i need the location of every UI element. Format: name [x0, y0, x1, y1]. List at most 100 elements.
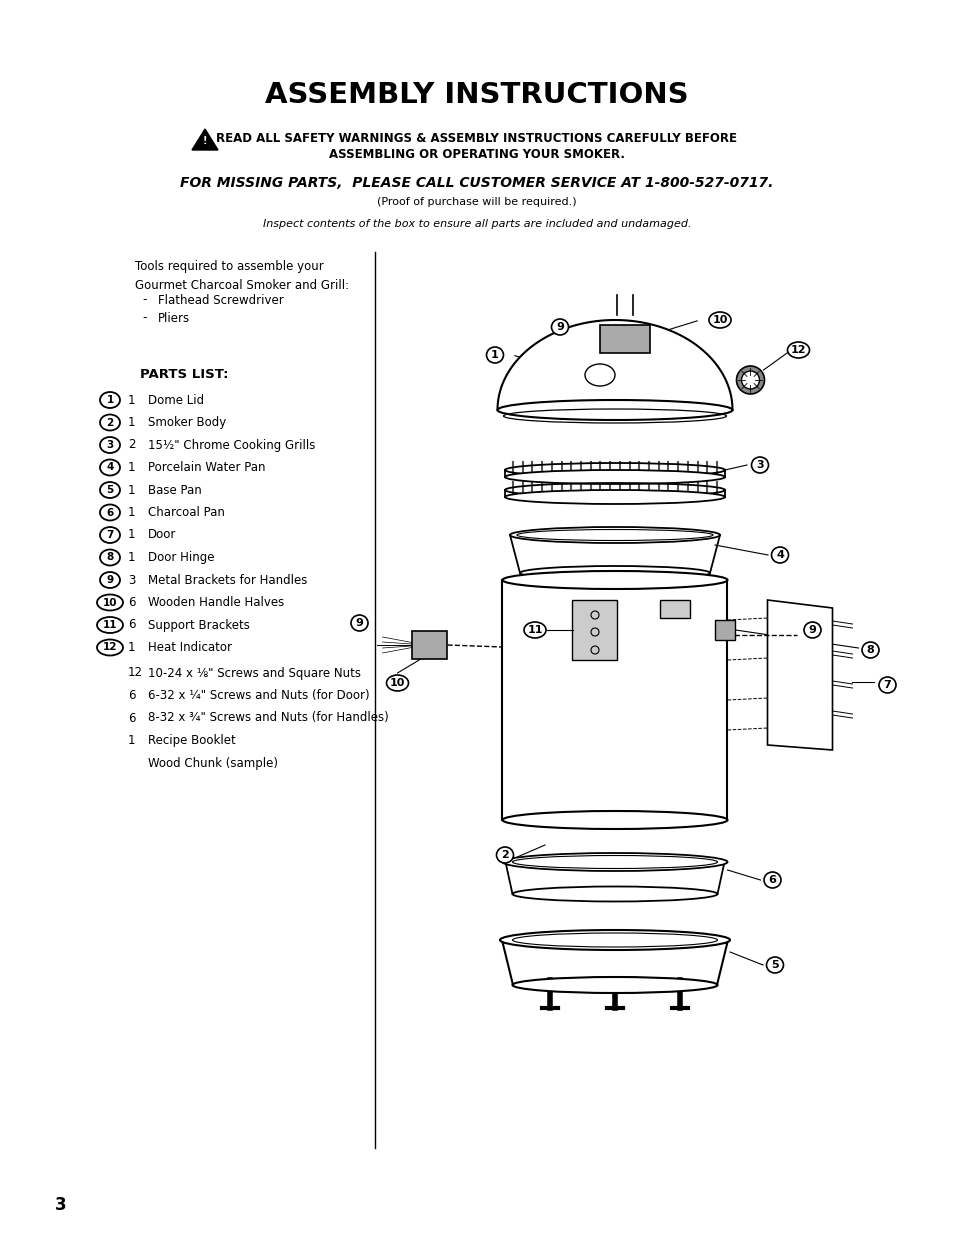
Text: 7: 7	[106, 530, 113, 540]
Ellipse shape	[496, 847, 513, 863]
Bar	[715, 620, 735, 640]
Text: Inspect contents of the box to ensure all parts are included and undamaged.: Inspect contents of the box to ensure al…	[262, 219, 691, 228]
Ellipse shape	[512, 887, 717, 902]
Ellipse shape	[523, 622, 545, 638]
Text: Support Brackets: Support Brackets	[148, 619, 250, 631]
Polygon shape	[192, 128, 218, 149]
Text: 1: 1	[128, 416, 135, 429]
Ellipse shape	[765, 957, 782, 973]
Bar	[502, 580, 727, 820]
Text: Smoker Body: Smoker Body	[148, 416, 226, 429]
Text: 2: 2	[128, 438, 135, 452]
Ellipse shape	[504, 471, 724, 484]
Text: -: -	[142, 311, 147, 325]
Text: 5: 5	[770, 960, 778, 969]
Text: 10: 10	[390, 678, 405, 688]
Polygon shape	[767, 600, 832, 750]
Text: 1: 1	[128, 529, 135, 541]
Text: 2: 2	[500, 850, 508, 860]
Text: (Proof of purchase will be required.): (Proof of purchase will be required.)	[376, 198, 577, 207]
Text: FOR MISSING PARTS,  PLEASE CALL CUSTOMER SERVICE AT 1-800-527-0717.: FOR MISSING PARTS, PLEASE CALL CUSTOMER …	[180, 177, 773, 190]
Text: 9: 9	[808, 625, 816, 635]
Ellipse shape	[862, 642, 878, 658]
Text: 6: 6	[128, 619, 135, 631]
Text: 9: 9	[355, 618, 363, 629]
Ellipse shape	[504, 490, 724, 504]
Text: Wood Chunk (sample): Wood Chunk (sample)	[148, 757, 277, 769]
Text: -: -	[142, 294, 147, 306]
Ellipse shape	[771, 547, 788, 563]
Text: 1: 1	[107, 395, 113, 405]
Ellipse shape	[751, 457, 768, 473]
Ellipse shape	[878, 677, 895, 693]
Text: Heat Indicator: Heat Indicator	[148, 641, 232, 655]
Text: 3: 3	[55, 1195, 67, 1214]
Text: Pliers: Pliers	[158, 311, 190, 325]
Text: 8-32 x ¾" Screws and Nuts (for Handles): 8-32 x ¾" Screws and Nuts (for Handles)	[148, 711, 388, 725]
Ellipse shape	[497, 400, 732, 420]
Ellipse shape	[351, 615, 368, 631]
Text: 1: 1	[128, 461, 135, 474]
Text: 15½" Chrome Cooking Grills: 15½" Chrome Cooking Grills	[148, 438, 315, 452]
Text: 3: 3	[128, 573, 135, 587]
Text: 10: 10	[103, 598, 117, 608]
Ellipse shape	[486, 347, 503, 363]
Text: 8: 8	[865, 645, 874, 655]
Text: 4: 4	[775, 550, 783, 559]
Text: 1: 1	[128, 734, 135, 747]
Bar	[659, 600, 689, 618]
Circle shape	[736, 366, 763, 394]
Text: Charcoal Pan: Charcoal Pan	[148, 506, 225, 519]
Ellipse shape	[708, 312, 730, 329]
Text: Flathead Screwdriver: Flathead Screwdriver	[158, 294, 283, 306]
Text: !: !	[203, 136, 207, 146]
Text: Wooden Handle Halves: Wooden Handle Halves	[148, 597, 284, 609]
Text: 11: 11	[103, 620, 117, 630]
Text: 2: 2	[107, 417, 113, 427]
Ellipse shape	[803, 622, 821, 638]
Text: 6: 6	[107, 508, 113, 517]
Text: 8: 8	[107, 552, 113, 562]
Text: 3: 3	[107, 440, 113, 450]
Text: 1: 1	[128, 641, 135, 655]
Text: 9: 9	[556, 322, 563, 332]
Text: PARTS LIST:: PARTS LIST:	[140, 368, 229, 382]
Text: Base Pan: Base Pan	[148, 483, 201, 496]
Ellipse shape	[499, 930, 729, 950]
Text: 4: 4	[106, 462, 113, 473]
Text: ASSEMBLY INSTRUCTIONS: ASSEMBLY INSTRUCTIONS	[265, 82, 688, 109]
Circle shape	[740, 370, 759, 389]
Text: Door: Door	[148, 529, 176, 541]
Polygon shape	[497, 320, 732, 410]
Ellipse shape	[786, 342, 809, 358]
Ellipse shape	[519, 566, 709, 580]
Text: 5: 5	[107, 485, 113, 495]
Text: Door Hinge: Door Hinge	[148, 551, 214, 564]
Text: 1: 1	[128, 483, 135, 496]
Text: 10: 10	[712, 315, 727, 325]
Text: Recipe Booklet: Recipe Booklet	[148, 734, 235, 747]
Text: 6: 6	[128, 689, 135, 701]
Text: 6-32 x ¼" Screws and Nuts (for Door): 6-32 x ¼" Screws and Nuts (for Door)	[148, 689, 369, 701]
Text: 3: 3	[756, 459, 763, 471]
Text: READ ALL SAFETY WARNINGS & ASSEMBLY INSTRUCTIONS CAREFULLY BEFORE: READ ALL SAFETY WARNINGS & ASSEMBLY INST…	[216, 131, 737, 144]
Text: 1: 1	[491, 350, 498, 359]
Text: 12: 12	[790, 345, 805, 354]
Text: Tools required to assemble your
Gourmet Charcoal Smoker and Grill:: Tools required to assemble your Gourmet …	[135, 261, 349, 291]
Text: Porcelain Water Pan: Porcelain Water Pan	[148, 461, 265, 474]
Bar	[599, 325, 649, 353]
Bar	[572, 600, 617, 659]
Ellipse shape	[512, 977, 717, 993]
Text: 11: 11	[527, 625, 542, 635]
Ellipse shape	[386, 676, 408, 692]
Text: 6: 6	[128, 597, 135, 609]
Text: 7: 7	[882, 680, 890, 690]
Text: Dome Lid: Dome Lid	[148, 394, 204, 406]
Text: 12: 12	[128, 667, 143, 679]
Bar	[412, 631, 447, 659]
Ellipse shape	[763, 872, 781, 888]
Text: Metal Brackets for Handles: Metal Brackets for Handles	[148, 573, 307, 587]
Text: 9: 9	[107, 576, 113, 585]
Text: 1: 1	[128, 394, 135, 406]
Text: 1: 1	[128, 506, 135, 519]
